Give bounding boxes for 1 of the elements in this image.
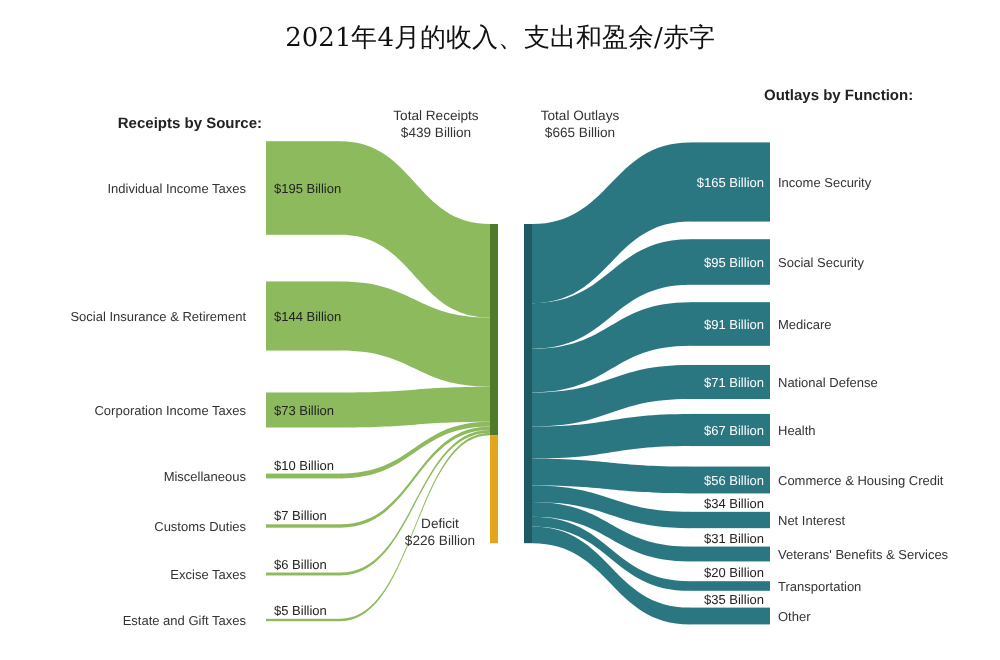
text: 2021年4月的收入、支出和盈余/赤字 <box>285 22 715 54</box>
